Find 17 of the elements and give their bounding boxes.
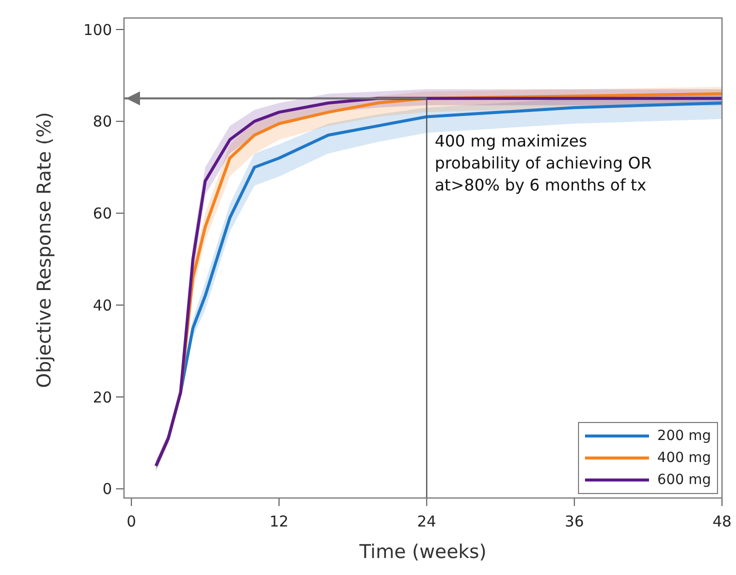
x-tick-label: 0 xyxy=(126,512,136,531)
y-tick-label: 60 xyxy=(92,204,112,223)
annotation: 400 mg maximizes probability of achieving OR at>80% by 6 months of tx xyxy=(434,131,652,194)
y-tick-label: 80 xyxy=(92,112,112,131)
x-tick-label: 36 xyxy=(564,512,584,531)
x-tick-label: 24 xyxy=(417,512,436,531)
x-tick-label: 12 xyxy=(269,512,289,531)
x-axis-title: Time (weeks) xyxy=(358,541,487,563)
y-tick-label: 20 xyxy=(92,388,112,406)
legend-label: 400 mg xyxy=(657,449,711,468)
y-tick-label: 0 xyxy=(102,480,112,498)
legend-label: 200 mg xyxy=(657,427,711,446)
y-tick-label: 40 xyxy=(92,296,112,314)
y-axis-title: Objective Response Rate (%) xyxy=(34,112,56,388)
x-tick-label: 48 xyxy=(712,512,732,531)
legend-label: 600 mg xyxy=(657,471,711,490)
y-tick-label: 100 xyxy=(83,20,112,39)
